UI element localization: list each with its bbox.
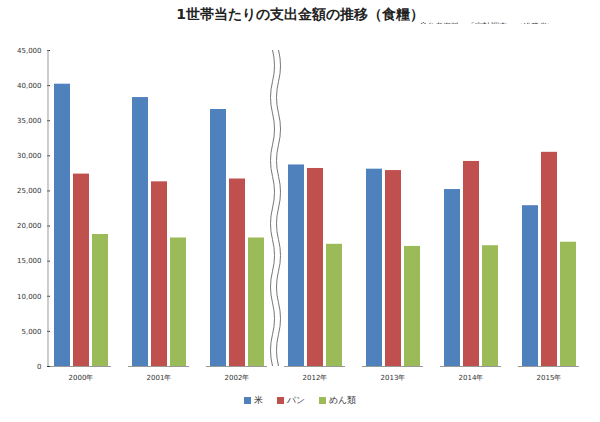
svg-text:15,000: 15,000 — [17, 257, 42, 265]
svg-text:45,000: 45,000 — [17, 47, 42, 55]
svg-text:10,000: 10,000 — [17, 293, 42, 301]
svg-text:25,000: 25,000 — [17, 187, 42, 195]
html-text:1世帯当たりの支出金額の推移（食糧）: 1世帯当たりの支出金額の推移（食糧） — [176, 6, 424, 22]
svg-text:5,000: 5,000 — [21, 328, 41, 336]
svg-text:2000年: 2000年 — [69, 374, 94, 382]
svg-text:2012年: 2012年 — [303, 374, 328, 382]
html-text:パン: パン — [287, 395, 305, 405]
html-text:※単位：円: ※単位：円 — [420, 32, 459, 41]
svg-text:2013年: 2013年 — [381, 374, 406, 382]
svg-text:2001年: 2001年 — [147, 374, 172, 382]
svg-text:2002年: 2002年 — [225, 374, 250, 382]
svg-text:0: 0 — [37, 363, 41, 371]
html-text:めん類: めん類 — [329, 395, 356, 405]
svg-text:2015年: 2015年 — [537, 374, 562, 382]
svg-text:35,000: 35,000 — [17, 117, 42, 125]
svg-text:2014年: 2014年 — [459, 374, 484, 382]
html-text:※参考資料：「家計調査」（総務省）: ※参考資料：「家計調査」（総務省） — [420, 22, 555, 31]
svg-text:30,000: 30,000 — [17, 152, 42, 160]
svg-text:20,000: 20,000 — [17, 222, 42, 230]
html-text:米: 米 — [254, 395, 263, 405]
svg-text:40,000: 40,000 — [17, 82, 42, 90]
